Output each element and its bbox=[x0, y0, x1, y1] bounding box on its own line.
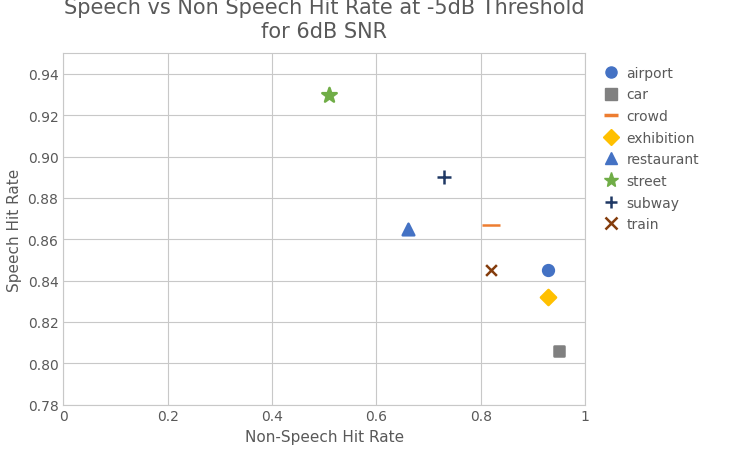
Point bbox=[438, 174, 450, 181]
Point bbox=[485, 267, 497, 274]
Point bbox=[542, 267, 554, 274]
Legend: airport, car, crowd, exhibition, restaurant, street, subway, train: airport, car, crowd, exhibition, restaur… bbox=[597, 61, 704, 237]
Y-axis label: Speech Hit Rate: Speech Hit Rate bbox=[7, 168, 22, 291]
Point bbox=[401, 226, 413, 233]
X-axis label: Non-Speech Hit Rate: Non-Speech Hit Rate bbox=[244, 429, 404, 444]
Title: Speech vs Non Speech Hit Rate at -5dB Threshold
for 6dB SNR: Speech vs Non Speech Hit Rate at -5dB Th… bbox=[64, 0, 584, 41]
Point bbox=[323, 92, 335, 99]
Point bbox=[553, 348, 565, 355]
Point bbox=[542, 294, 554, 301]
Point bbox=[485, 222, 497, 229]
